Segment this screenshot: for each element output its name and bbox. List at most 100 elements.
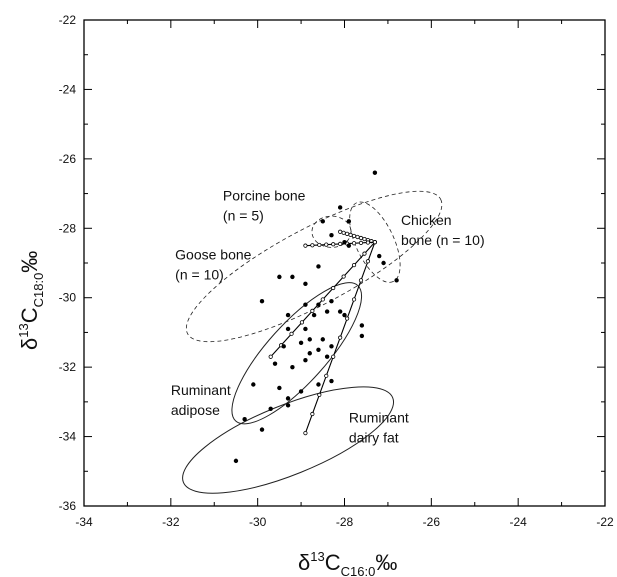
y-axis-label-unit: ‰ (17, 251, 42, 273)
y-tick-label: -28 (59, 221, 77, 235)
sample-point (277, 385, 282, 391)
sample-point (377, 253, 382, 259)
x-axis-label-sup: 13 (310, 549, 324, 564)
mixing-line-marker (338, 241, 343, 247)
sample-point (324, 309, 330, 314)
mixing-line-marker (358, 240, 364, 245)
sample-point (372, 170, 378, 175)
y-axis-label-sup: 13 (16, 323, 31, 337)
x-tick-label: -26 (423, 515, 441, 529)
sample-point (290, 364, 295, 370)
mixing-line-marker (362, 236, 367, 242)
sample-point (324, 354, 330, 359)
y-tick-label: -26 (59, 152, 77, 166)
y-axis-label-sub: C18:0 (31, 273, 46, 308)
sample-point (303, 281, 308, 287)
x-axis-label-main: C (325, 550, 341, 575)
mixing-line-marker (348, 232, 353, 237)
annotation-label: Ruminant (349, 410, 409, 426)
mixing-line-marker (338, 229, 343, 234)
sample-point (311, 312, 317, 318)
mixing-line-marker (310, 243, 315, 248)
sample-point (320, 337, 325, 342)
sample-point (268, 406, 273, 411)
sample-point (281, 344, 286, 349)
sample-point (233, 458, 239, 464)
x-axis-label: δ13CC16:0‰ (298, 549, 397, 577)
sample-point (342, 239, 347, 245)
sample-point (346, 219, 352, 224)
sample-point (316, 347, 321, 352)
y-tick-label: -34 (59, 430, 77, 444)
annotation-label: (n = 10) (175, 267, 224, 283)
sample-point (272, 361, 278, 366)
sample-point (307, 337, 312, 342)
mixing-line-marker (317, 242, 322, 248)
mixing-line-marker (358, 278, 364, 283)
x-axis-label-delta: δ (298, 550, 310, 575)
plot-frame (83, 19, 606, 507)
x-tick-label: -30 (249, 515, 267, 529)
annotation-label: Ruminant (171, 382, 231, 398)
mixing-line-marker (341, 230, 346, 235)
sample-point (346, 243, 352, 248)
sample-point (359, 323, 365, 328)
x-tick-label: -28 (336, 515, 354, 529)
sample-point (277, 274, 282, 280)
sample-point (251, 382, 256, 387)
annotation-label: adipose (171, 402, 220, 418)
mixing-line-marker (351, 297, 357, 302)
y-axis-label-main: C (17, 307, 42, 323)
mixing-line-marker (362, 251, 367, 256)
ellipse-ruminant-adipose (231, 282, 363, 425)
sample-point (298, 389, 304, 394)
mixing-line-marker (268, 354, 273, 359)
x-tick-label: -32 (162, 515, 180, 529)
x-tick-label: -34 (75, 515, 93, 529)
x-tick-label: -22 (596, 515, 614, 529)
sample-point (303, 326, 308, 332)
y-tick-label: -36 (59, 499, 77, 513)
mixing-line-marker (338, 335, 343, 340)
y-axis-label: δ13CC18:0‰ (16, 251, 46, 350)
mixing-line-marker (358, 235, 364, 241)
sample-point (316, 382, 321, 387)
y-tick-label: -30 (59, 291, 77, 305)
sample-point (320, 219, 325, 224)
sample-point (290, 274, 295, 280)
sample-point (242, 417, 247, 422)
mixing-line-marker (365, 259, 371, 264)
mixing-line-marker (324, 242, 329, 247)
sample-point (298, 340, 304, 346)
y-axis-label-delta: δ (17, 338, 42, 350)
mixing-line-layer (268, 229, 377, 436)
x-tick-label: -24 (509, 515, 527, 529)
annotation-label: Goose bone (175, 247, 251, 263)
y-tick-label: -24 (59, 82, 77, 96)
ellipse-chicken-bone (349, 201, 401, 283)
sample-point (303, 302, 308, 307)
mixing-line-marker (303, 243, 308, 248)
mixing-line-marker (351, 233, 357, 239)
sample-point (337, 205, 343, 210)
ellipse-ruminant-dairy-fat (182, 386, 395, 494)
y-tick-label: -32 (59, 360, 77, 374)
annotation-label: (n = 5) (223, 208, 264, 224)
mixing-line-marker (355, 234, 360, 240)
mixing-line-marker (331, 285, 336, 291)
sample-point (285, 403, 291, 408)
sample-point (316, 264, 321, 269)
mixing-line-marker (345, 231, 350, 236)
sample-point (329, 233, 334, 238)
sample-point (307, 351, 312, 356)
mixing-line-marker (299, 320, 305, 325)
mixing-line-marker (372, 240, 377, 245)
x-axis-label-sub: C16:0 (341, 564, 376, 577)
y-tick-label: -22 (59, 13, 77, 27)
sample-point (259, 427, 265, 432)
sample-point (329, 298, 334, 304)
annotation-layer: Porcine bone (n = 5) Goose bone (n = 10) Chi… (171, 188, 485, 446)
point-layer (233, 170, 399, 464)
mixing-line-marker (303, 430, 308, 436)
